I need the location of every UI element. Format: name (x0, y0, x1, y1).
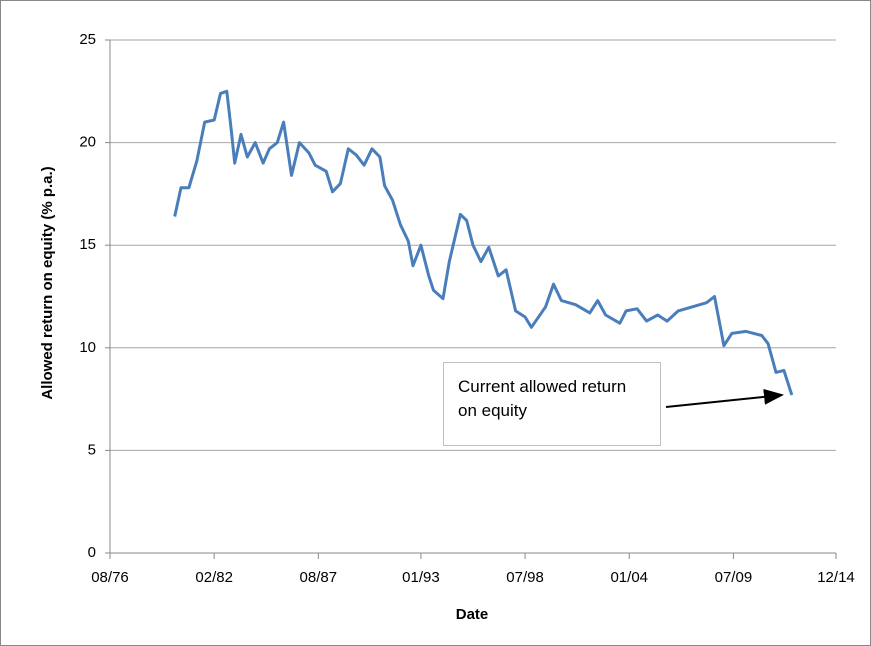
y-tick-label: 5 (88, 441, 96, 458)
y-tick-label: 0 (88, 544, 96, 561)
x-tick-label: 07/98 (506, 569, 544, 586)
data-line (173, 89, 794, 396)
x-tick-label: 01/93 (402, 569, 440, 586)
x-tick-label: 08/76 (91, 569, 129, 586)
annotation-arrow (665, 388, 784, 408)
x-tick-label: 12/14 (817, 569, 855, 586)
x-axis-label: Date (456, 606, 489, 623)
y-axis-label: Allowed return on equity (% p.a.) (39, 166, 56, 399)
x-tick-label: 07/09 (715, 569, 753, 586)
y-tick-label: 10 (79, 339, 96, 356)
annotation: Current allowed return on equity (443, 362, 661, 446)
x-tick-label: 01/04 (610, 569, 648, 586)
x-tick-label: 08/87 (300, 569, 338, 586)
y-tick-label: 25 (79, 31, 96, 48)
x-tick-label: 02/82 (195, 569, 233, 586)
y-tick-label: 20 (79, 134, 96, 151)
y-tick-label: 15 (79, 236, 96, 253)
